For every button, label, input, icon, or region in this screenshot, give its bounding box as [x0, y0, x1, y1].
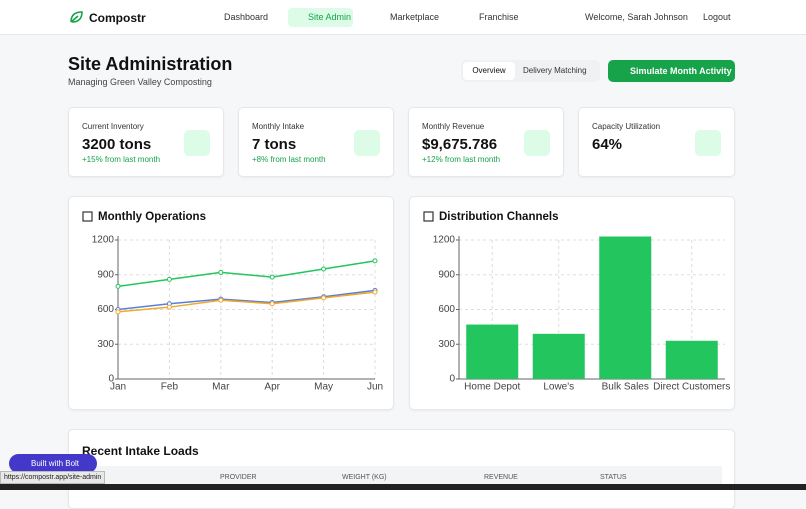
- stat-card: Monthly Revenue $9,675.786 +12% from las…: [408, 107, 564, 177]
- point: [166, 304, 172, 310]
- line: [117, 291, 376, 313]
- tab[interactable]: Overview: [463, 62, 515, 80]
- stat-icon: [695, 130, 721, 156]
- brand[interactable]: Compostr: [89, 11, 146, 25]
- stat-card: Monthly Intake 7 tons +8% from last mont…: [238, 107, 394, 177]
- y-tick-label: 1200: [433, 235, 456, 246]
- point: [115, 283, 121, 289]
- stat-card: Current Inventory 3200 tons +15% from la…: [68, 107, 224, 177]
- stat-value: 7 tons: [252, 136, 297, 153]
- stat-label: Monthly Intake: [252, 122, 305, 131]
- page-title: Site Administration: [68, 54, 233, 74]
- nav-link[interactable]: Marketplace: [390, 12, 440, 22]
- x-tick-label: Apr: [264, 382, 280, 393]
- column-header: STATUS: [600, 474, 627, 481]
- point: [372, 258, 378, 264]
- table-title: Recent Intake Loads: [82, 444, 199, 458]
- y-tick-label: 300: [438, 339, 455, 350]
- stat-icon: [184, 130, 210, 156]
- chart-title: Distribution Channels: [439, 211, 558, 223]
- bolt-badge[interactable]: Built with Bolt: [9, 454, 97, 473]
- y-tick-label: 1200: [92, 235, 115, 246]
- point: [372, 289, 378, 295]
- logout[interactable]: Logout: [703, 12, 731, 22]
- stat-card: Capacity Utilization 64%: [578, 107, 735, 177]
- column-header: WEIGHT (KG): [342, 474, 387, 481]
- y-tick-label: 0: [108, 374, 114, 385]
- y-tick-label: 600: [97, 304, 114, 315]
- logo-icon: [70, 11, 83, 23]
- nav-bar: Compostr Dashboard Site Admin Marketplac…: [0, 0, 806, 35]
- bar: [466, 324, 519, 379]
- point: [166, 276, 172, 282]
- point: [115, 309, 121, 315]
- stat-label: Capacity Utilization: [592, 122, 661, 131]
- status-url: https://compostr.app/site-admin: [0, 471, 106, 484]
- window-edge: [0, 484, 806, 490]
- title-icon: [82, 211, 93, 222]
- nav-link[interactable]: Franchise: [479, 12, 519, 22]
- stat-value: 64%: [592, 136, 623, 153]
- welcome: Welcome, Sarah Johnson: [585, 12, 688, 22]
- column-header: PROVIDER: [220, 474, 257, 481]
- nav-link[interactable]: Site Admin: [308, 12, 352, 22]
- x-tick-label: May: [314, 382, 333, 393]
- line-chart: Monthly Operations 0 300 600 900 1200 Jan Feb Ma…: [68, 196, 394, 410]
- point: [321, 266, 327, 272]
- stat-value: $9,675.786: [422, 136, 498, 153]
- y-tick-label: 300: [97, 339, 114, 350]
- bar: [532, 333, 585, 379]
- y-tick-label: 0: [449, 374, 455, 385]
- x-tick-label: Jan: [110, 382, 126, 393]
- stat-value: 3200 tons: [82, 136, 152, 153]
- y-tick-label: 900: [97, 269, 114, 280]
- x-tick-label: Bulk Sales: [602, 382, 649, 393]
- line: [117, 260, 376, 288]
- title-icon: [423, 211, 434, 222]
- chart-title: Monthly Operations: [98, 211, 206, 223]
- point: [269, 274, 275, 280]
- x-tick-label: Jun: [367, 382, 383, 393]
- table-card: Recent Intake Loads PROVIDER WEIGHT (KG)…: [68, 429, 735, 509]
- bar-chart: Distribution Channels 0 300 600 900 1200 Home …: [409, 196, 735, 410]
- point: [218, 297, 224, 303]
- stat-icon: [524, 130, 550, 156]
- x-tick-label: Feb: [161, 382, 179, 393]
- stat-label: Current Inventory: [82, 122, 144, 131]
- stat-change: +12% from last month: [422, 155, 501, 164]
- x-tick-label: Home Depot: [464, 382, 520, 393]
- y-tick-label: 900: [438, 269, 455, 280]
- column-header: REVENUE: [484, 474, 518, 481]
- line: [117, 289, 376, 311]
- point: [218, 269, 224, 275]
- simulate-button[interactable]: Simulate Month Activity: [608, 60, 735, 82]
- nav-link[interactable]: Dashboard: [224, 12, 269, 22]
- bar: [599, 236, 652, 379]
- x-tick-label: Mar: [212, 382, 230, 393]
- stat-label: Monthly Revenue: [422, 122, 485, 131]
- x-tick-label: Lowe's: [543, 382, 574, 393]
- page-subtitle: Managing Green Valley Composting: [68, 77, 212, 87]
- x-tick-label: Direct Customers: [653, 382, 730, 393]
- stat-icon: [354, 130, 380, 156]
- point: [269, 301, 275, 307]
- bar: [665, 340, 718, 379]
- point: [321, 295, 327, 301]
- stat-change: +8% from last month: [252, 155, 326, 164]
- table-header: [82, 466, 722, 486]
- nav-active-bg: [288, 8, 353, 27]
- stat-change: +15% from last month: [82, 155, 161, 164]
- tab[interactable]: Delivery Matching: [523, 66, 587, 75]
- y-tick-label: 600: [438, 304, 455, 315]
